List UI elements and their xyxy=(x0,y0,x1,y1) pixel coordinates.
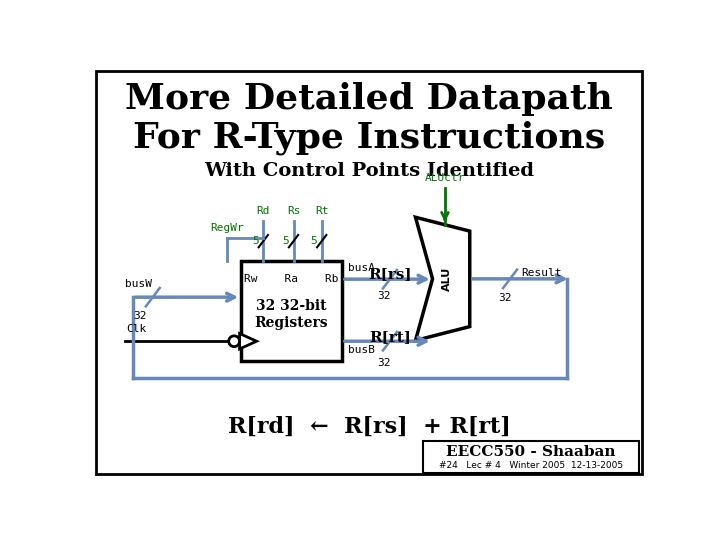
Text: With Control Points Identified: With Control Points Identified xyxy=(204,162,534,180)
FancyBboxPatch shape xyxy=(423,441,639,473)
Text: 32: 32 xyxy=(377,358,390,368)
Text: #24   Lec # 4   Winter 2005  12-13-2005: #24 Lec # 4 Winter 2005 12-13-2005 xyxy=(439,461,623,470)
Text: R[rt]: R[rt] xyxy=(370,329,412,343)
Text: Rd: Rd xyxy=(256,206,270,217)
Text: 5: 5 xyxy=(282,236,289,246)
Text: 32: 32 xyxy=(499,293,512,303)
Text: busW: busW xyxy=(125,280,152,289)
Text: 32: 32 xyxy=(377,292,390,301)
Text: R[rs]: R[rs] xyxy=(368,267,412,281)
Text: Registers: Registers xyxy=(255,316,328,330)
Text: 5: 5 xyxy=(252,236,259,246)
Text: ALU: ALU xyxy=(441,267,451,291)
Text: EECC550 - Shaaban: EECC550 - Shaaban xyxy=(446,445,616,459)
Text: Rw    Ra    Rb: Rw Ra Rb xyxy=(244,274,338,284)
Text: Rs: Rs xyxy=(287,206,300,217)
Polygon shape xyxy=(240,334,256,349)
Text: RegWr: RegWr xyxy=(210,224,244,233)
Text: Clk: Clk xyxy=(127,323,147,334)
FancyBboxPatch shape xyxy=(96,71,642,475)
Text: Result: Result xyxy=(521,268,562,278)
Text: 5: 5 xyxy=(310,236,318,246)
Polygon shape xyxy=(415,217,469,340)
Text: Rt: Rt xyxy=(315,206,328,217)
Text: More Detailed Datapath: More Detailed Datapath xyxy=(125,83,613,117)
Text: For R-Type Instructions: For R-Type Instructions xyxy=(133,121,605,155)
Text: busA: busA xyxy=(348,263,375,273)
Text: 32: 32 xyxy=(134,311,147,321)
Text: ALUctr: ALUctr xyxy=(425,173,465,184)
Text: 32 32-bit: 32 32-bit xyxy=(256,299,327,313)
Text: R[rd]  ←  R[rs]  + R[rt]: R[rd] ← R[rs] + R[rt] xyxy=(228,416,510,438)
Circle shape xyxy=(229,336,240,347)
FancyBboxPatch shape xyxy=(241,261,342,361)
Text: busB: busB xyxy=(348,345,375,355)
